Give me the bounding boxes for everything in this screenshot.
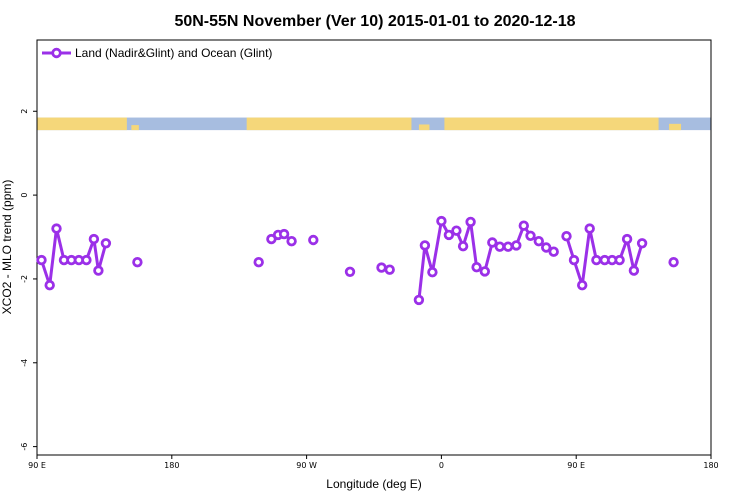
legend-label: Land (Nadir&Glint) and Ocean (Glint) [75, 46, 272, 60]
data-point [457, 240, 469, 252]
x-tick-label: 90 W [296, 461, 317, 470]
plot-frame [36, 39, 712, 456]
data-point [344, 266, 356, 277]
data-point [36, 254, 47, 266]
series-layer [36, 215, 679, 306]
data-point [533, 235, 544, 247]
data-point [443, 229, 455, 241]
data-point [525, 230, 536, 241]
data-point [584, 223, 595, 234]
x-tick-label: 90 E [28, 461, 46, 470]
map-strip-land [444, 117, 659, 131]
map-strip-land [418, 124, 430, 131]
data-point [81, 254, 92, 266]
data-point [568, 254, 580, 266]
data-point [451, 225, 462, 236]
y-tick-label: 0 [20, 193, 29, 198]
data-point [308, 234, 319, 246]
x-tick-label: 180 [703, 461, 718, 470]
x-axis: 90 E 180 90 W 0 90 E 180 [28, 455, 719, 470]
x-tick-label: 90 E [567, 461, 585, 470]
map-strip-land [669, 123, 682, 131]
legend-marker [51, 47, 62, 59]
y-tick-label: -6 [20, 443, 29, 451]
x-tick-label: 180 [164, 461, 179, 470]
data-point [253, 257, 264, 268]
data-point [487, 237, 498, 248]
data-point [541, 242, 552, 253]
data-point [577, 280, 588, 291]
y-axis: 2 0 -2 -4 -6 [20, 109, 37, 451]
data-point [511, 240, 522, 251]
map-strip-land [131, 125, 139, 131]
map-strip-land [246, 117, 412, 131]
map-strip [37, 117, 711, 131]
data-point [278, 228, 290, 240]
y-tick-label: -4 [20, 359, 29, 367]
data-point [494, 241, 505, 252]
data-point [548, 246, 559, 257]
data-point [413, 294, 425, 306]
map-strip-land [37, 117, 127, 131]
data-point [88, 233, 100, 245]
data-point [502, 241, 514, 252]
data-point [636, 238, 648, 249]
data-point [518, 220, 529, 231]
y-axis-label: XCO2 - MLO trend (ppm) [0, 180, 14, 315]
data-point [376, 262, 387, 273]
data-point [44, 280, 55, 291]
data-point [93, 265, 104, 276]
y-tick-label: 2 [20, 109, 29, 114]
data-point [427, 267, 438, 278]
data-point [479, 266, 490, 277]
data-point [614, 254, 625, 266]
data-point [628, 265, 640, 276]
data-point [132, 257, 143, 268]
data-point [51, 223, 62, 234]
data-point [100, 238, 112, 249]
data-point [286, 235, 297, 247]
data-point [621, 233, 633, 245]
data-point [436, 215, 447, 227]
data-point [384, 264, 395, 275]
x-tick-label: 0 [439, 461, 444, 470]
data-point [591, 254, 602, 266]
data-point [419, 240, 431, 251]
data-point [471, 262, 482, 273]
chart-title: 50N-55N November (Ver 10) 2015-01-01 to … [174, 13, 575, 30]
data-point [561, 230, 572, 242]
y-tick-label: -2 [20, 275, 29, 283]
data-point [668, 257, 679, 268]
x-axis-label: Longitude (deg E) [326, 477, 421, 491]
data-point [465, 216, 476, 228]
legend: Land (Nadir&Glint) and Ocean (Glint) [42, 46, 272, 60]
